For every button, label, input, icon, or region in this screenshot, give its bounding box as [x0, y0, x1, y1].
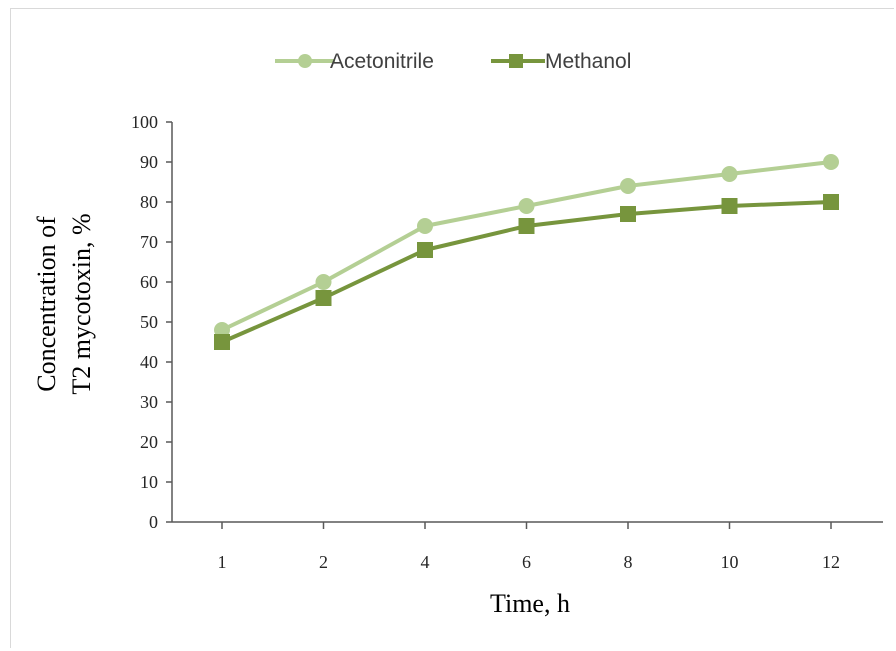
- x-tick-label: 1: [218, 552, 227, 572]
- legend-label-acetonitrile: Acetonitrile: [330, 50, 434, 73]
- y-ticks: 0 10 20 30 40 50 60 70 80 90 100: [131, 112, 172, 532]
- series-layer: [214, 154, 839, 350]
- x-tick-label: 2: [319, 552, 328, 572]
- x-tick-label: 4: [421, 552, 430, 572]
- x-ticks: 1 2 4 6 8 10 12: [218, 522, 840, 572]
- y-tick-label: 80: [140, 192, 158, 212]
- point-acetonitrile: [315, 274, 332, 290]
- point-methanol: [721, 198, 738, 214]
- y-tick-label: 60: [140, 272, 158, 292]
- y-tick-label: 0: [149, 512, 158, 532]
- y-tick-label: 20: [140, 432, 158, 452]
- point-acetonitrile: [823, 154, 839, 170]
- y-tick-label: 90: [140, 152, 158, 172]
- point-acetonitrile: [721, 166, 738, 182]
- y-tick-label: 40: [140, 352, 158, 372]
- x-tick-label: 12: [822, 552, 840, 572]
- point-methanol: [823, 194, 839, 210]
- y-tick-label: 10: [140, 472, 158, 492]
- point-methanol: [214, 334, 230, 350]
- axes: [171, 122, 883, 523]
- point-methanol: [315, 290, 332, 306]
- y-tick-label: 70: [140, 232, 158, 252]
- point-methanol: [518, 218, 535, 234]
- x-tick-label: 8: [624, 552, 633, 572]
- point-methanol: [417, 242, 433, 258]
- point-acetonitrile: [518, 198, 535, 214]
- y-tick-label: 100: [131, 112, 158, 132]
- y-tick-label: 50: [140, 312, 158, 332]
- legend-marker-methanol: [509, 54, 523, 68]
- chart-frame: [10, 8, 894, 648]
- legend: Acetonitrile Methanol: [275, 50, 631, 73]
- point-methanol: [620, 206, 636, 222]
- y-axis-title-line2: T2 mycotoxin, %: [67, 213, 96, 394]
- series-line-acetonitrile: [221, 160, 832, 332]
- x-tick-label: 6: [522, 552, 531, 572]
- x-tick-label: 10: [721, 552, 739, 572]
- legend-label-methanol: Methanol: [545, 50, 631, 73]
- y-axis-title-line1: Concentration of: [32, 216, 61, 392]
- legend-marker-acetonitrile: [298, 54, 312, 68]
- x-axis-title: Time, h: [490, 589, 570, 618]
- y-tick-label: 30: [140, 392, 158, 412]
- point-acetonitrile: [417, 218, 433, 234]
- point-acetonitrile: [620, 178, 636, 194]
